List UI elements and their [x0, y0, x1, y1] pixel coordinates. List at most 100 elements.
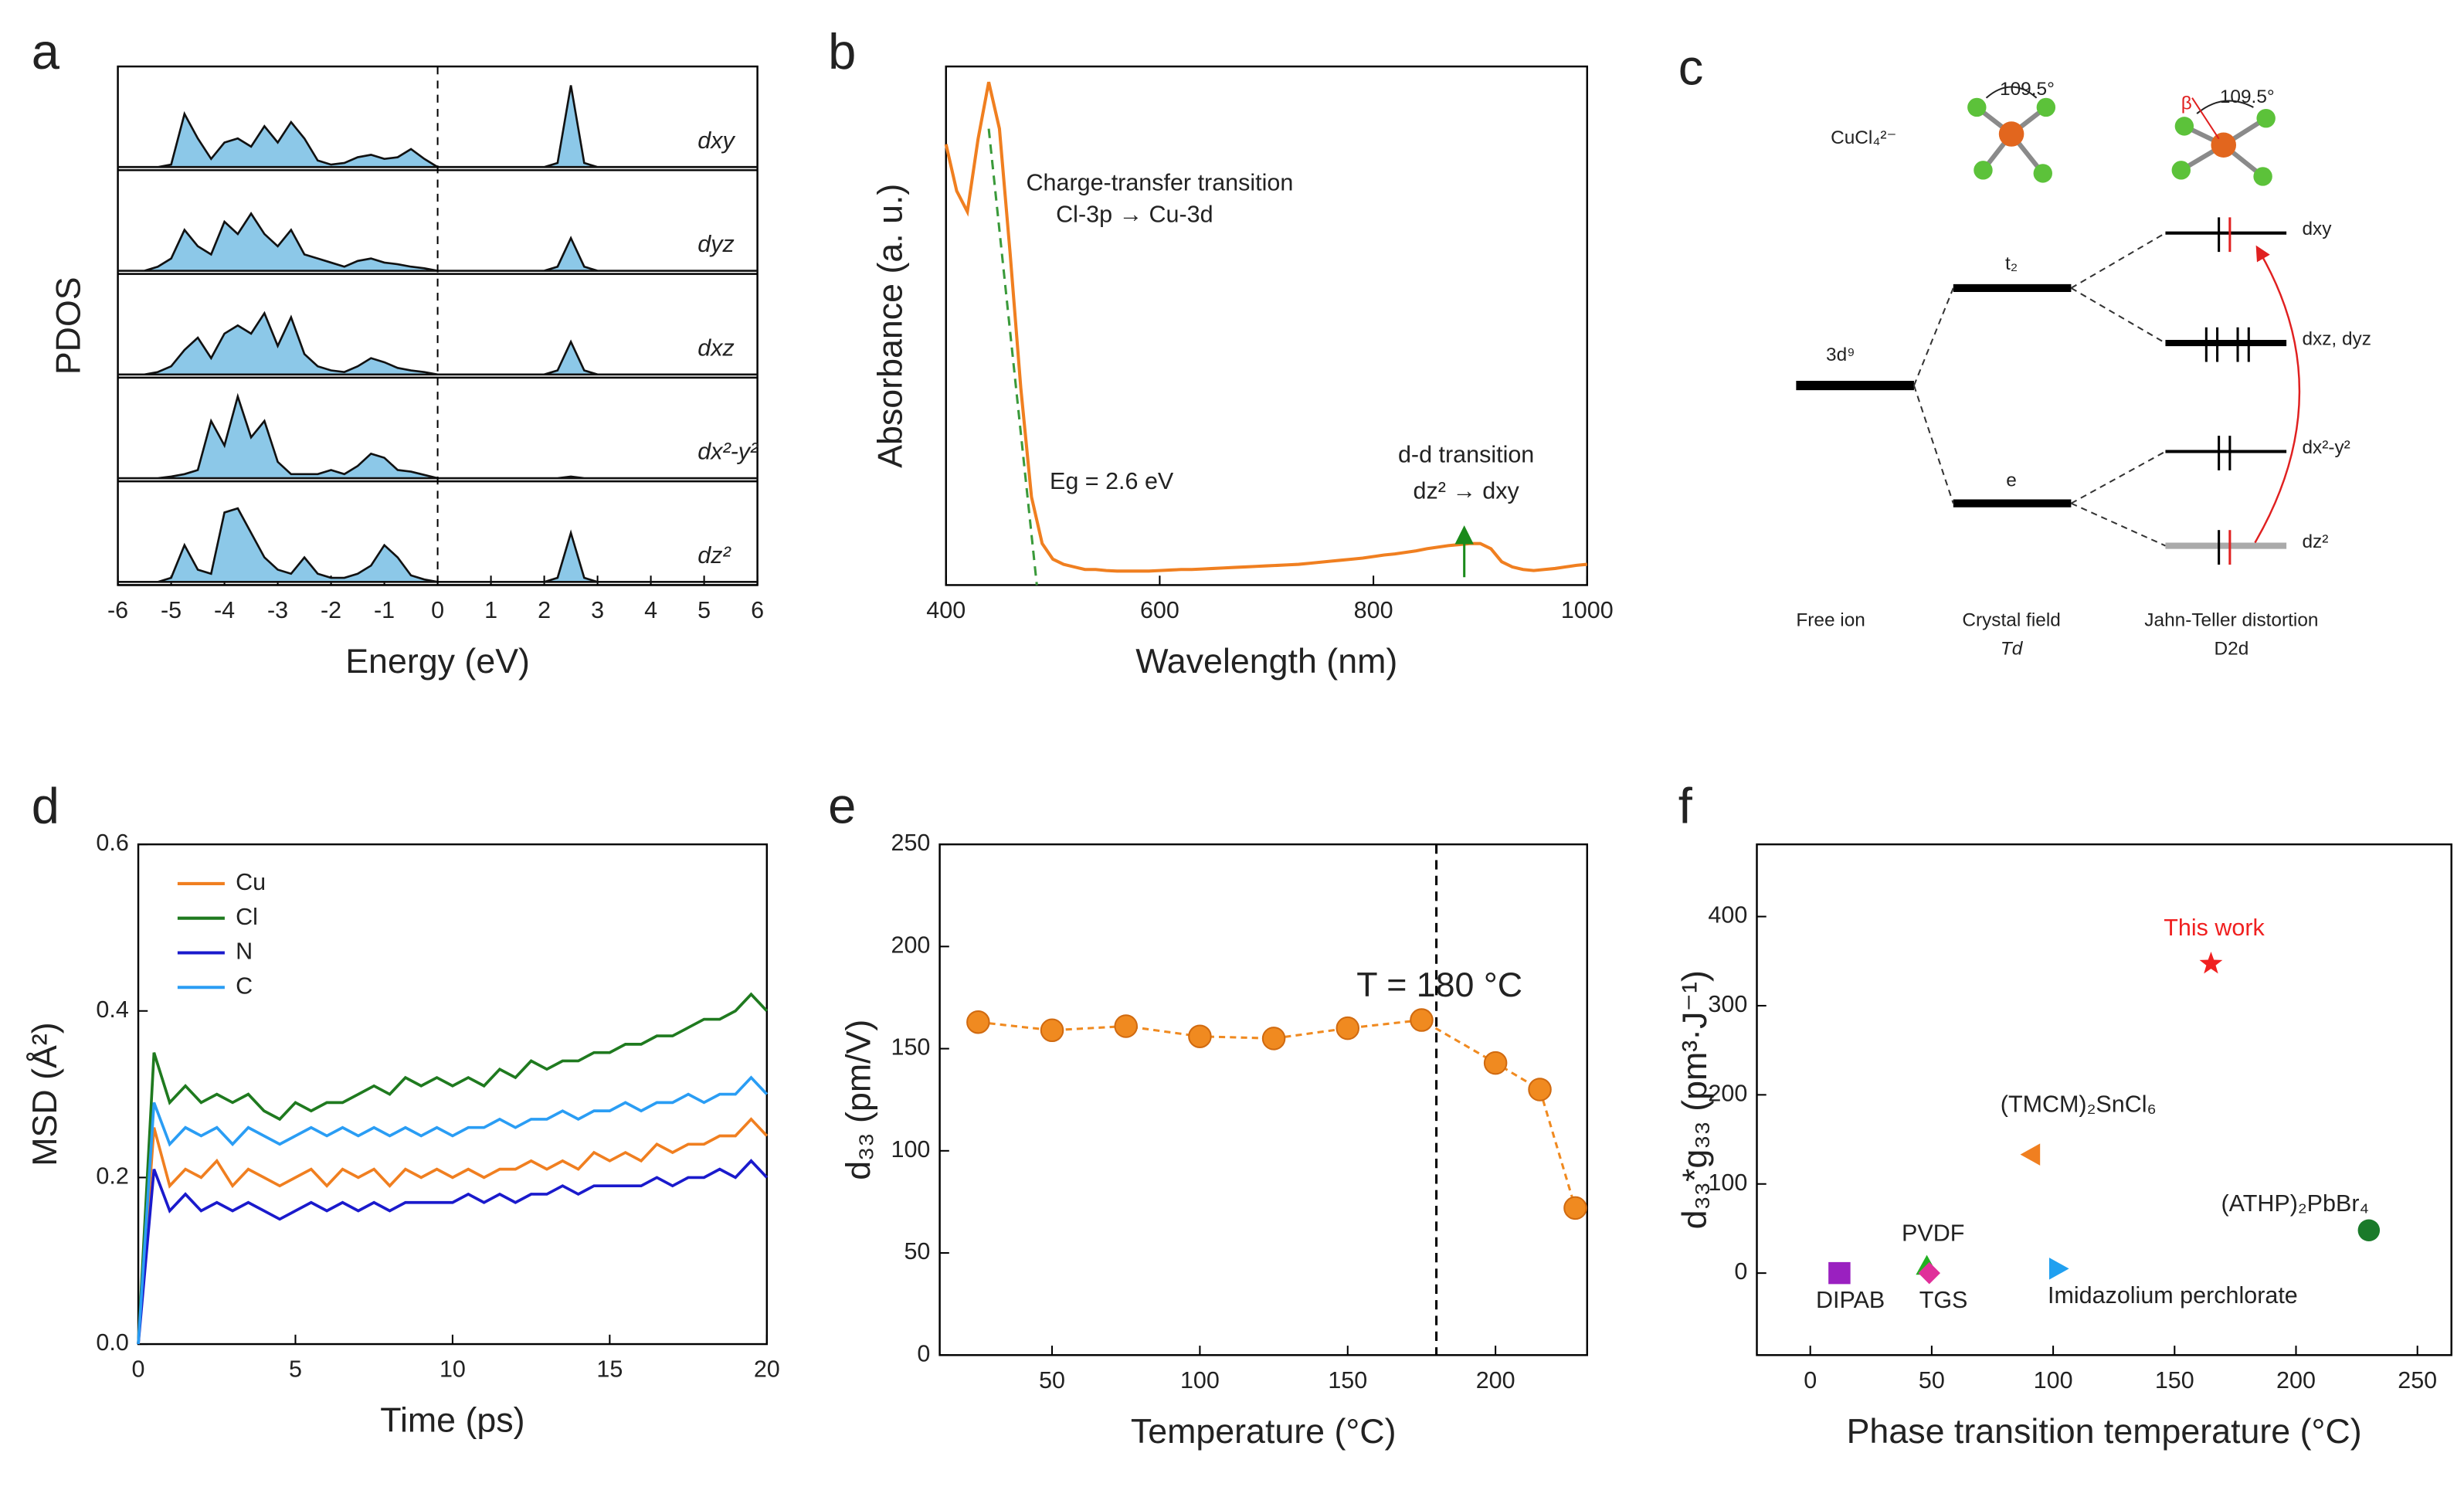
x-tick-label: 400 — [926, 597, 966, 623]
x-tick-label: 6 — [751, 597, 764, 623]
x-tick-label: 0 — [1804, 1367, 1817, 1393]
x-tick-label: -4 — [214, 597, 235, 623]
y-axis-label: PDOS — [49, 277, 87, 375]
legend-label: Cl — [236, 904, 258, 930]
series-label: dxy — [697, 127, 735, 154]
x-tick-label: 1000 — [1561, 597, 1614, 623]
caption: Crystal field — [1962, 610, 2061, 631]
angle-label: β — [2181, 93, 2192, 114]
level-label: dx²-y² — [2302, 437, 2350, 458]
absorbance-line — [944, 81, 1587, 573]
caption: Jahn-Teller distortion — [2144, 610, 2318, 631]
data-point — [1483, 1051, 1508, 1075]
x-tick-label: 4 — [644, 597, 657, 623]
level-label: dz² — [2302, 531, 2328, 552]
data-point — [2199, 952, 2223, 974]
y-tick-label: 0.2 — [96, 1163, 128, 1189]
x-tick-label: 150 — [2155, 1367, 2194, 1393]
data-point — [1261, 1027, 1286, 1051]
pdos-area — [117, 212, 758, 272]
formula: CuCl₄²⁻ — [1831, 127, 1896, 148]
pdos-area — [117, 507, 758, 583]
x-tick-label: 5 — [289, 1356, 302, 1383]
legend-label: N — [236, 939, 253, 965]
x-tick-label: 50 — [1039, 1367, 1065, 1393]
transition-arrow — [2254, 245, 2301, 544]
y-tick-label: 200 — [891, 932, 930, 958]
angle-label: 109.5° — [2000, 79, 2055, 100]
legend-label: Cu — [236, 869, 266, 895]
y-axis-label: Absorbance (a. u.) — [871, 184, 909, 468]
y-tick-label: 100 — [891, 1136, 930, 1163]
x-tick-label: 20 — [754, 1356, 780, 1383]
angle-label: 109.5° — [2220, 87, 2275, 107]
data-point — [1563, 1196, 1587, 1220]
connectors — [1912, 232, 2166, 547]
x-tick-label: 0 — [132, 1356, 145, 1383]
point-label: DIPAB — [1816, 1287, 1885, 1313]
panel-letter: d — [32, 778, 59, 834]
level-label: e — [2006, 470, 2017, 491]
y-tick-label: 0.0 — [96, 1329, 128, 1356]
tangent-line — [987, 128, 1038, 586]
y-axis-label: d₃₃ (pm/V) — [840, 1020, 878, 1180]
y-tick-label: 200 — [1708, 1080, 1747, 1106]
x-tick-label: 800 — [1354, 597, 1393, 623]
x-tick-label: 250 — [2398, 1367, 2437, 1393]
x-tick-label: 150 — [1328, 1367, 1367, 1393]
x-tick-label: -2 — [321, 597, 341, 623]
x-tick-label: 200 — [2276, 1367, 2316, 1393]
data-point — [1828, 1261, 1851, 1285]
molecule — [1967, 86, 2056, 183]
series-line — [137, 1075, 769, 1345]
trend-line — [978, 1018, 1576, 1209]
level-label: dxz, dyz — [2302, 328, 2371, 349]
y-tick-label: 0 — [917, 1340, 930, 1366]
series-line — [137, 1117, 769, 1345]
series-line — [137, 1159, 769, 1345]
annotation: Cl-3p → Cu-3d — [1056, 201, 1213, 227]
plot-frame — [938, 843, 1589, 1356]
series-label: dx²-y² — [697, 439, 759, 465]
group-label: D2d — [2215, 638, 2249, 659]
x-tick-label: 3 — [591, 597, 604, 623]
x-axis-label: Phase transition temperature (°C) — [1847, 1412, 2362, 1451]
pdos-area — [117, 85, 758, 168]
y-axis-label: MSD (Å²) — [25, 1022, 64, 1166]
x-tick-label: -3 — [267, 597, 288, 623]
level-label: t₂ — [2005, 253, 2018, 274]
panel-letter: e — [828, 778, 856, 834]
energy-diagram: c CuCl₄²⁻ 109.5° 109.5° β 3d⁹ t₂ e — [1678, 39, 2371, 659]
point-label: (TMCM)₂SnCl₆ — [2001, 1091, 2157, 1118]
data-point — [966, 1010, 990, 1034]
x-tick-label: -6 — [107, 597, 128, 623]
data-point — [2357, 1219, 2381, 1241]
plot-frame — [945, 65, 1589, 586]
data-point — [2048, 1258, 2069, 1280]
x-axis-label: Wavelength (nm) — [1135, 642, 1397, 681]
x-tick-label: 5 — [697, 597, 711, 623]
data-point — [1336, 1016, 1360, 1040]
data-point — [2020, 1143, 2041, 1166]
x-axis-label: Temperature (°C) — [1131, 1412, 1397, 1451]
annotation: T = 180 °C — [1356, 966, 1522, 1004]
panel-letter: f — [1678, 778, 1693, 834]
panel-letter: a — [32, 23, 60, 80]
x-tick-label: 10 — [440, 1356, 466, 1383]
y-tick-label: 0 — [1734, 1258, 1747, 1285]
x-tick-label: 100 — [1180, 1367, 1220, 1393]
x-tick-label: -5 — [161, 597, 182, 623]
x-tick-label: 50 — [1919, 1367, 1945, 1393]
legend-label: C — [236, 973, 253, 999]
x-tick-label: 1 — [484, 597, 497, 623]
point-label: (ATHP)₂PbBr₄ — [2221, 1190, 2368, 1217]
group-label: Td — [2001, 638, 2024, 659]
annotation: dz² → dxy — [1413, 477, 1519, 504]
y-axis-label: d₃₃*g₃₃ (pm³·J⁻¹) — [1675, 970, 1714, 1229]
series-label: dz² — [697, 542, 731, 569]
x-tick-label: 0 — [431, 597, 444, 623]
level-label: 3d⁹ — [1826, 345, 1855, 365]
annotation: d-d transition — [1398, 442, 1534, 468]
